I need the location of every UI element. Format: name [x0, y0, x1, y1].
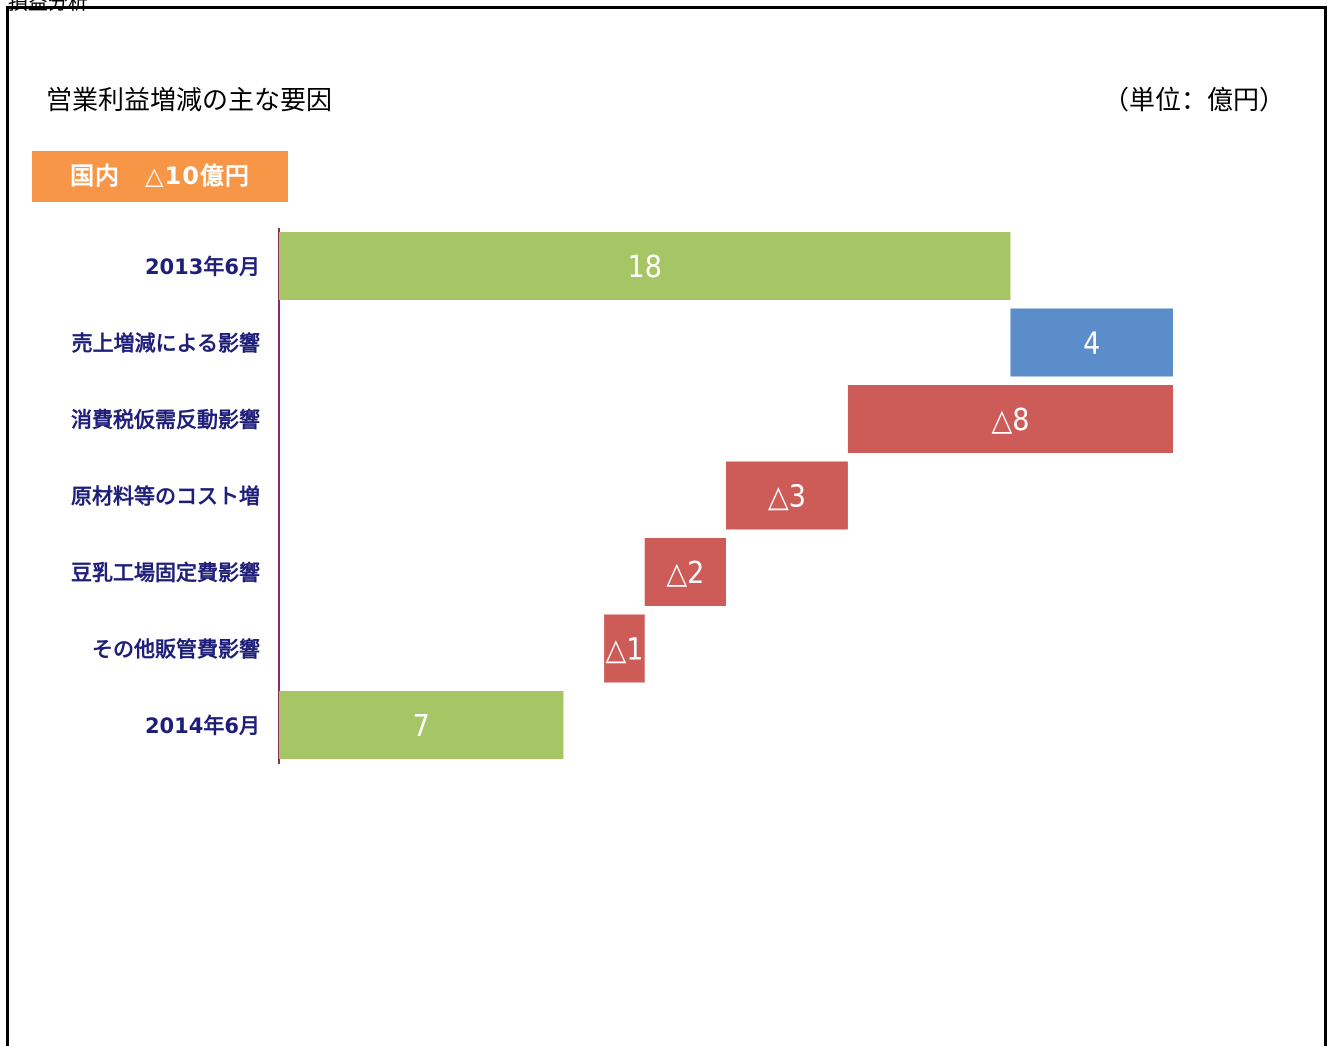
bar-value-label: △8: [991, 403, 1029, 438]
category-label: 原材料等のコスト増: [71, 485, 260, 509]
bar-6: [604, 614, 645, 683]
chart-title: 営業利益増減の主な要因: [46, 86, 333, 116]
category-label: 2014年6月: [145, 714, 260, 738]
unit-label: （単位：億円）: [1102, 86, 1285, 116]
bar-2: [1010, 308, 1173, 377]
bar-value-label: △2: [666, 556, 704, 591]
chart-frame: [6, 6, 1327, 1046]
bar-5: [644, 538, 726, 606]
category-label: 消費税仮需反動影響: [71, 408, 260, 432]
bar-7: [279, 691, 564, 759]
category-label: 売上増減による影響: [72, 332, 260, 356]
bar-value-label: 7: [413, 709, 430, 744]
category-label: その他販管費影響: [92, 638, 260, 662]
bar-value-label: 18: [628, 250, 662, 285]
bar-value-label: △1: [605, 633, 643, 668]
bar-value-label: 4: [1083, 327, 1100, 362]
bar-value-label: △3: [768, 480, 806, 515]
bar-3: [847, 385, 1173, 453]
category-label: 2013年6月: [145, 255, 260, 279]
category-label: 豆乳工場固定費影響: [71, 561, 260, 585]
bar-1: [279, 232, 1011, 300]
bar-4: [726, 461, 848, 530]
summary-badge: 国内 △10億円: [32, 151, 288, 202]
